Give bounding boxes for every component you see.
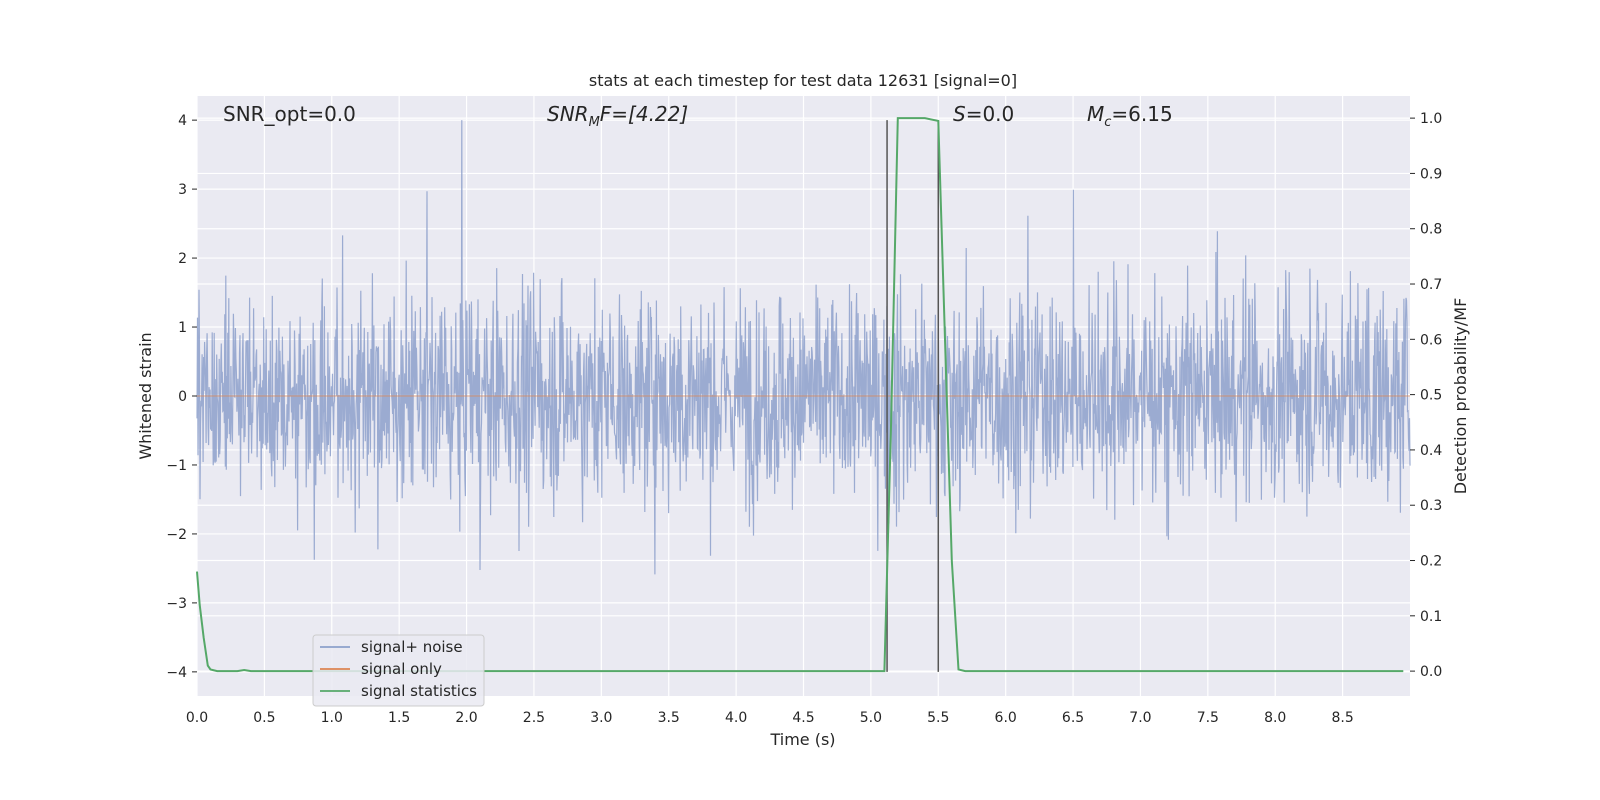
annotation-s-rest: =0.0 <box>966 102 1015 126</box>
legend-label-signal-statistics: signal statistics <box>361 682 477 700</box>
annotation-mc-main: M <box>1087 102 1104 126</box>
series-lines <box>196 117 1410 673</box>
y2-tick-label: 0.2 <box>1420 554 1442 570</box>
annotation-snr-opt: SNR_opt=0.0 <box>223 102 356 126</box>
y-tick-label: −4 <box>166 665 187 681</box>
y-tick-label: 4 <box>178 113 187 129</box>
annotation-mc: Mc=6.15 <box>1087 102 1173 130</box>
annotation-s: S=0.0 <box>953 102 1014 126</box>
y2-tick-label: 0.3 <box>1420 498 1442 514</box>
x-tick-label: 3.0 <box>590 710 612 726</box>
y2-tick-label: 0.5 <box>1420 388 1442 404</box>
annotation-snr-mf-sub: M <box>589 115 600 130</box>
y2-ticks: 1.0 0.9 0.8 0.7 0.6 0.5 0.4 0.3 0.2 0.1 0.0 <box>1410 111 1442 680</box>
x-tick-label: 0.0 <box>186 710 208 726</box>
x-tick-label: 0.5 <box>253 710 275 726</box>
x-tick-label: 3.5 <box>658 710 680 726</box>
x-tick-label: 5.0 <box>860 710 882 726</box>
x-tick-label: 2.0 <box>455 710 477 726</box>
y-tick-label: −2 <box>166 527 187 543</box>
x-tick-label: 2.5 <box>523 710 545 726</box>
legend-label-signal-noise: signal+ noise <box>361 638 463 656</box>
y2-tick-label: 0.6 <box>1420 332 1442 348</box>
annotation-mc-sub: c <box>1104 115 1111 130</box>
x-tick-label: 1.0 <box>321 710 343 726</box>
y2-tick-label: 0.4 <box>1420 443 1442 459</box>
annotation-snr-mf: SNRMF=[4.22] <box>547 102 688 130</box>
annotation-snr-mf-main: SNR <box>547 102 589 126</box>
series-signal-noise <box>196 120 1411 575</box>
y-tick-label: −3 <box>166 596 187 612</box>
y2-tick-label: 0.1 <box>1420 609 1442 625</box>
x-tick-label: 6.0 <box>995 710 1017 726</box>
x-tick-label: 4.0 <box>725 710 747 726</box>
legend-box <box>312 634 485 707</box>
x-axis-label: Time (s) <box>769 730 835 749</box>
series-signal-statistics <box>196 117 1404 673</box>
x-tick-label: 8.5 <box>1331 710 1353 726</box>
y-ticks: 4 3 2 1 0 −1 −2 −3 −4 <box>166 113 197 681</box>
noise-band <box>196 120 1411 575</box>
x-tick-label: 7.0 <box>1129 710 1151 726</box>
x-tick-label: 5.5 <box>927 710 949 726</box>
legend-label-signal-only: signal only <box>361 660 442 678</box>
y-tick-label: 2 <box>178 251 187 267</box>
x-tick-label: 8.0 <box>1264 710 1286 726</box>
y2-tick-label: 0.7 <box>1420 277 1442 293</box>
y-tick-label: −1 <box>166 458 187 474</box>
annotation-snr-mf-rest: F=[4.22] <box>600 102 688 126</box>
annotation-s-main: S <box>953 102 966 126</box>
y-axis-label: Whitened strain <box>136 332 155 459</box>
x-tick-label: 6.5 <box>1062 710 1084 726</box>
chart-title: stats at each timestep for test data 126… <box>589 71 1017 90</box>
y2-axis-label: Detection probability/MF <box>1451 298 1470 495</box>
y2-tick-label: 0.0 <box>1420 664 1442 680</box>
x-tick-label: 4.5 <box>792 710 814 726</box>
x-tick-label: 7.5 <box>1197 710 1219 726</box>
x-tick-label: 1.5 <box>388 710 410 726</box>
y-tick-label: 3 <box>178 182 187 198</box>
y2-tick-label: 1.0 <box>1420 111 1442 127</box>
legend: signal+ noise signal only signal statist… <box>312 634 485 707</box>
y2-tick-label: 0.8 <box>1420 222 1442 238</box>
annotation-mc-rest: =6.15 <box>1111 102 1172 126</box>
x-ticks: 0.0 0.5 1.0 1.5 2.0 2.5 3.0 3.5 4.0 4.5 5.0 5.5 6.0 6… <box>186 710 1354 726</box>
y-tick-label: 0 <box>178 389 187 405</box>
y2-tick-label: 0.9 <box>1420 166 1442 182</box>
y-tick-label: 1 <box>178 320 187 336</box>
